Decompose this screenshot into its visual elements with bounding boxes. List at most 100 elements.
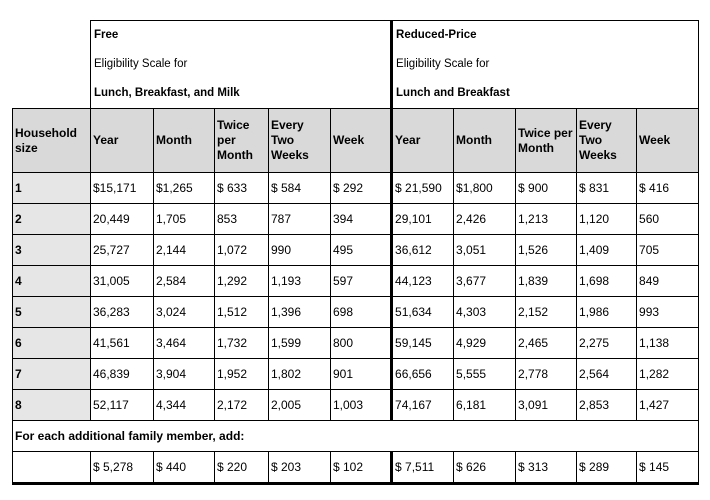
blank-cell [12, 451, 91, 485]
cell: 31,005 [90, 265, 154, 297]
cell: $ 145 [636, 451, 700, 485]
cell: 1,526 [515, 234, 578, 266]
cell: 74,167 [390, 389, 455, 421]
cell: $ 292 [329, 172, 393, 204]
cell: $1,800 [453, 172, 517, 204]
cell: 1,193 [268, 265, 331, 297]
column-header: Month [453, 108, 517, 173]
cell: 4 [12, 265, 91, 297]
cell: 1,952 [214, 358, 269, 390]
cell: 2,778 [515, 358, 578, 390]
column-header: Twice per Month [515, 108, 578, 173]
cell: 1,282 [636, 358, 700, 390]
cell: 1,138 [636, 327, 700, 359]
cell: 2,426 [453, 203, 517, 235]
cell: 2,564 [576, 358, 638, 390]
cell: $ 7,511 [390, 451, 455, 485]
cell: 1,705 [153, 203, 215, 235]
column-header: Year [390, 108, 455, 173]
cell: $ 633 [214, 172, 269, 204]
data-row: 3 25,727 2,144 1,072 990 495 36,612 3,051 1,526 1… [12, 234, 700, 266]
cell: 1,986 [576, 296, 638, 328]
cell: 8 [12, 389, 91, 421]
cell: 3,091 [515, 389, 578, 421]
cell: 1,396 [268, 296, 331, 328]
cell: 597 [329, 265, 393, 297]
cell: 787 [268, 203, 331, 235]
cell: 698 [329, 296, 393, 328]
cell: 705 [636, 234, 700, 266]
cell: 2 [12, 203, 91, 235]
column-header: Every Two Weeks [268, 108, 331, 173]
cell: $ 21,590 [390, 172, 455, 204]
data-row: 1 $15,171 $1,265 $ 633 $ 584 $ 292 $ 21,590 $1,… [12, 172, 700, 204]
cell: 901 [329, 358, 393, 390]
cell: 5 [12, 296, 91, 328]
cell: 46,839 [90, 358, 154, 390]
cell: 849 [636, 265, 700, 297]
column-header: Week [636, 108, 700, 173]
column-header: Twice per Month [214, 108, 269, 173]
cell: 44,123 [390, 265, 455, 297]
cell: 7 [12, 358, 91, 390]
cell: $ 900 [515, 172, 578, 204]
cell: 36,612 [390, 234, 455, 266]
section-header: Free Eligibility Scale for Lunch, Breakfas… [89, 20, 393, 109]
cell: 1 [12, 172, 91, 204]
section-header: Reduced-Price Eligibility Scale for Lunch … [390, 20, 700, 109]
cell: 1,409 [576, 234, 638, 266]
section-line: Lunch and Breakfast [396, 87, 510, 99]
cell: $ 626 [453, 451, 517, 485]
additional-label-row: For each additional family member, add: [11, 420, 700, 452]
cell: 1,292 [214, 265, 269, 297]
cell: 2,853 [576, 389, 638, 421]
cell: 2,005 [268, 389, 331, 421]
cell: 560 [636, 203, 700, 235]
cell: 66,656 [390, 358, 455, 390]
cell: 5,555 [453, 358, 517, 390]
cell: 1,003 [329, 389, 393, 421]
cell: $ 440 [153, 451, 215, 485]
cell: 1,072 [214, 234, 269, 266]
cell: $1,265 [153, 172, 215, 204]
cell: 2,144 [153, 234, 215, 266]
cell: 20,449 [90, 203, 154, 235]
cell: 6,181 [453, 389, 517, 421]
section-row: Free Eligibility Scale for Lunch, Breakfas… [13, 20, 700, 109]
cell: 3,904 [153, 358, 215, 390]
cell: 2,465 [515, 327, 578, 359]
cell: 41,561 [90, 327, 154, 359]
cell: 25,727 [90, 234, 154, 266]
table-body: Free Eligibility Scale for Lunch, Breakfas… [11, 20, 700, 485]
column-header: Month [153, 108, 215, 173]
section-line: Eligibility Scale for [396, 58, 490, 70]
cell: 495 [329, 234, 393, 266]
column-header: Household size [12, 108, 91, 173]
cell: 36,283 [90, 296, 154, 328]
cell: 1,599 [268, 327, 331, 359]
cell: 51,634 [390, 296, 455, 328]
data-row: 7 46,839 3,904 1,952 1,802 901 66,656 5,555 2,77… [12, 358, 700, 390]
data-row: 4 31,005 2,584 1,292 1,193 597 44,123 3,677 1,83… [12, 265, 700, 297]
data-row: 2 20,449 1,705 853 787 394 29,101 2,426 1,213 1,1… [12, 203, 700, 235]
blank-cell [13, 21, 91, 109]
cell: 2,275 [576, 327, 638, 359]
cell: $ 831 [576, 172, 638, 204]
cell: 3,024 [153, 296, 215, 328]
cell: 3,677 [453, 265, 517, 297]
cell: 394 [329, 203, 393, 235]
cell: 1,512 [214, 296, 269, 328]
cell: $ 102 [329, 451, 393, 485]
cell: 800 [329, 327, 393, 359]
cell: $ 289 [576, 451, 638, 485]
additional-label: For each additional family member, add: [11, 420, 700, 452]
cell: 993 [636, 296, 700, 328]
cell: 6 [12, 327, 91, 359]
column-header: Year [90, 108, 154, 173]
cell: 853 [214, 203, 269, 235]
cell: 2,152 [515, 296, 578, 328]
cell: 2,172 [214, 389, 269, 421]
cell: $ 584 [268, 172, 331, 204]
data-row: 6 41,561 3,464 1,732 1,599 800 59,145 4,929 2,46… [12, 327, 700, 359]
cell: 4,344 [153, 389, 215, 421]
